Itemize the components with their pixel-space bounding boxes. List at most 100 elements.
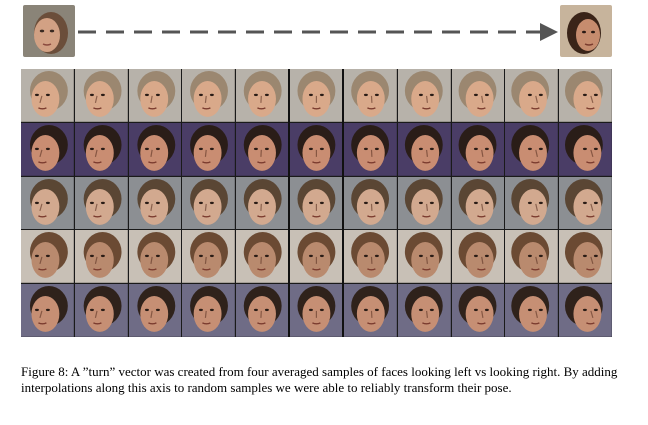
face-sample [451, 122, 505, 176]
face-sample [397, 284, 451, 337]
face-sample-icon [128, 230, 182, 284]
face-sample-icon [236, 230, 290, 284]
face-sample-icon [505, 284, 559, 337]
face-sample-icon [128, 69, 182, 122]
face-sample [128, 122, 182, 176]
face-sample [397, 122, 451, 176]
face-sample [290, 176, 343, 230]
face-sample-icon [236, 69, 290, 122]
face-sample [74, 284, 128, 337]
face-sample [343, 284, 397, 337]
face-sample [505, 284, 559, 337]
face-sample [559, 230, 612, 284]
face-sample-icon [397, 69, 451, 122]
face-sample [182, 284, 236, 337]
face-sample [451, 230, 505, 284]
face-sample-icon [559, 176, 612, 230]
face-sample [290, 69, 343, 122]
face-sample [451, 69, 505, 122]
face-sample [397, 69, 451, 122]
face-sample-icon [505, 122, 559, 176]
face-sample-icon [290, 122, 343, 176]
face-sample-icon [290, 69, 343, 122]
face-sample [290, 284, 343, 337]
interpolation-grid [21, 69, 612, 337]
face-sample [21, 69, 74, 122]
face-sample-icon [505, 176, 559, 230]
arrowhead-icon [540, 23, 558, 41]
face-looking-left-icon [23, 5, 75, 57]
face-sample-icon [505, 69, 559, 122]
face-sample-icon [559, 69, 612, 122]
face-sample-icon [21, 69, 74, 122]
face-sample [559, 122, 612, 176]
face-sample-icon [451, 69, 505, 122]
face-sample-icon [74, 122, 128, 176]
face-sample [182, 230, 236, 284]
face-sample-icon [74, 69, 128, 122]
face-sample-icon [343, 230, 397, 284]
face-sample-icon [74, 176, 128, 230]
face-sample-icon [74, 230, 128, 284]
face-sample-icon [182, 284, 236, 337]
face-sample [559, 69, 612, 122]
face-sample [559, 176, 612, 230]
face-sample-icon [559, 230, 612, 284]
face-sample [128, 176, 182, 230]
face-sample-icon [236, 284, 290, 337]
start-face-image [23, 5, 75, 57]
face-sample-icon [559, 284, 612, 337]
face-sample-icon [343, 284, 397, 337]
turn-vector-arrow [78, 23, 558, 41]
face-sample-icon [397, 122, 451, 176]
face-sample-icon [182, 69, 236, 122]
face-sample [236, 69, 290, 122]
face-sample [290, 122, 343, 176]
face-sample-icon [505, 230, 559, 284]
face-sample [343, 230, 397, 284]
face-sample [182, 69, 236, 122]
face-sample [343, 122, 397, 176]
face-sample-icon [451, 284, 505, 337]
face-sample [182, 176, 236, 230]
face-sample [397, 176, 451, 230]
face-sample-icon [451, 122, 505, 176]
face-sample-icon [182, 122, 236, 176]
face-sample-icon [343, 69, 397, 122]
face-sample-icon [397, 284, 451, 337]
face-sample-icon [182, 230, 236, 284]
face-sample [343, 69, 397, 122]
face-sample [74, 230, 128, 284]
face-sample-icon [397, 176, 451, 230]
face-sample [236, 122, 290, 176]
face-sample [21, 176, 74, 230]
face-sample-icon [559, 122, 612, 176]
face-sample-icon [451, 230, 505, 284]
grid-divider [342, 69, 344, 337]
face-sample-icon [343, 176, 397, 230]
face-sample [451, 176, 505, 230]
face-sample-icon [397, 230, 451, 284]
face-sample [128, 69, 182, 122]
face-sample-icon [290, 176, 343, 230]
grid-divider [288, 69, 290, 337]
face-sample-icon [182, 176, 236, 230]
face-sample-icon [128, 122, 182, 176]
end-face-image [560, 5, 612, 57]
face-looking-right-icon [560, 5, 612, 57]
face-sample [128, 230, 182, 284]
face-sample-icon [74, 284, 128, 337]
face-sample-icon [236, 176, 290, 230]
face-sample [505, 122, 559, 176]
face-sample [21, 230, 74, 284]
face-sample [21, 122, 74, 176]
face-sample-icon [290, 284, 343, 337]
face-sample-icon [343, 122, 397, 176]
face-sample [236, 176, 290, 230]
face-sample-icon [21, 230, 74, 284]
face-sample [397, 230, 451, 284]
face-sample [559, 284, 612, 337]
face-sample [74, 69, 128, 122]
face-sample [236, 284, 290, 337]
